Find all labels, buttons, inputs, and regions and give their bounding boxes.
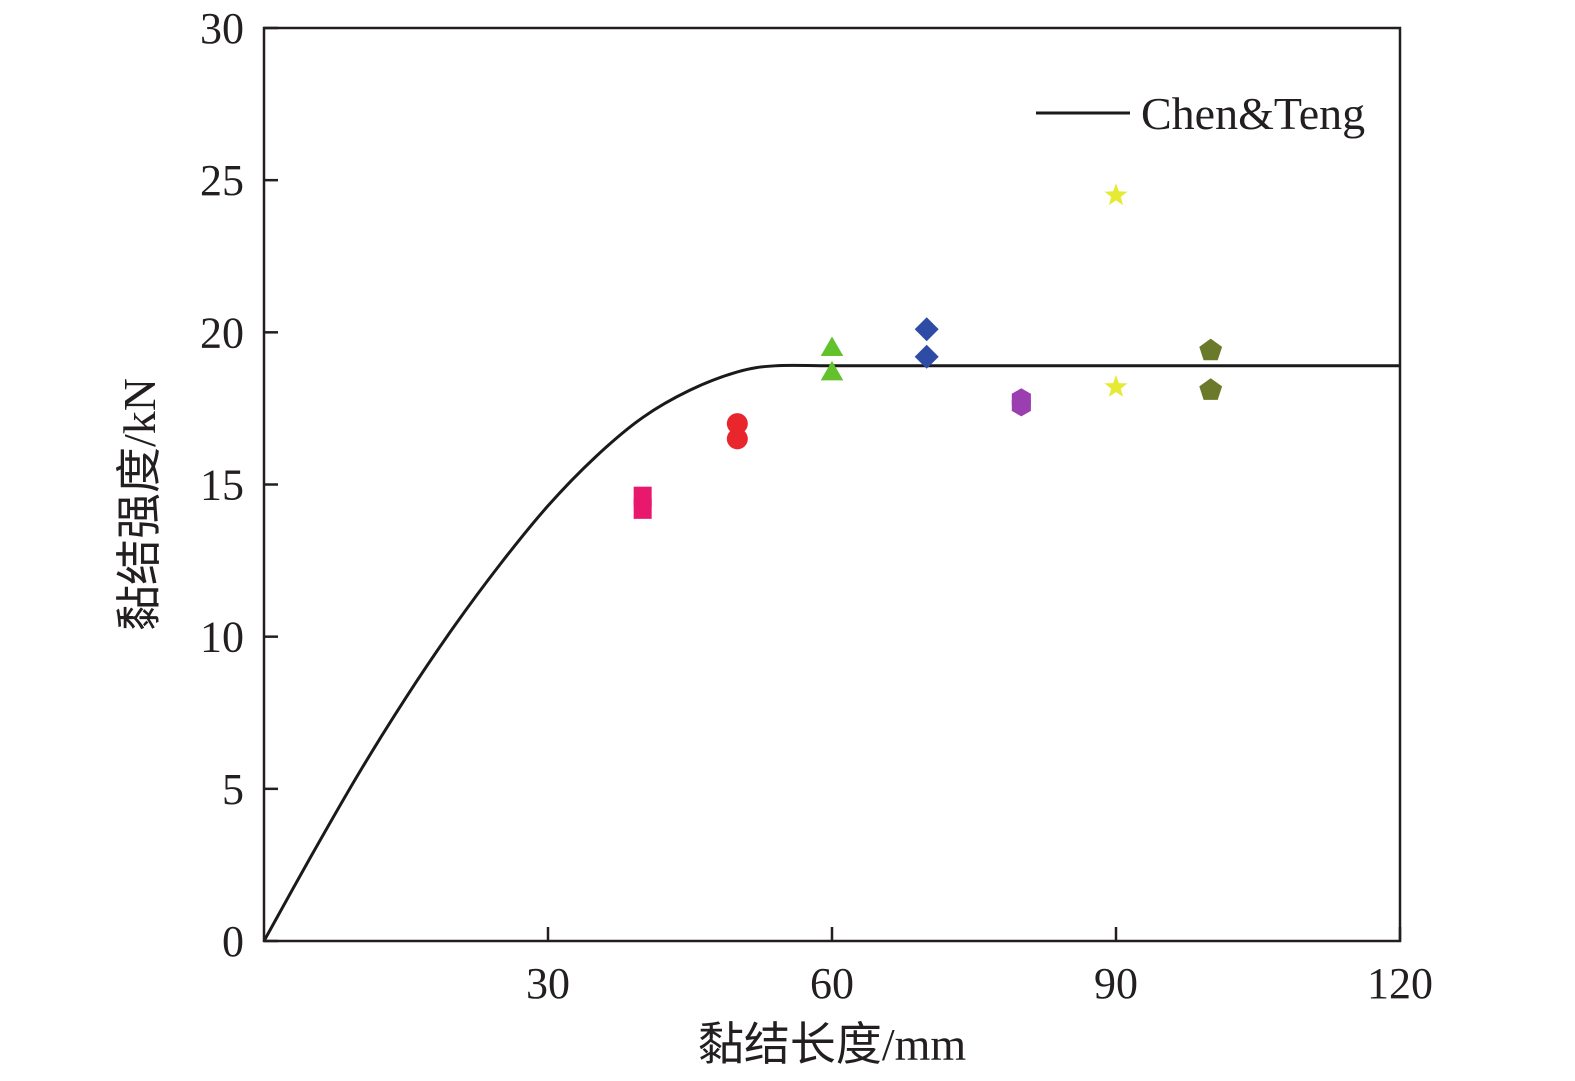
x-tick-label: 90 (1094, 959, 1138, 1008)
data-point-pentagon (1199, 378, 1223, 400)
y-tick-label: 15 (200, 461, 244, 510)
data-point-diamond (914, 317, 939, 342)
y-tick-label: 30 (200, 4, 244, 53)
x-axis-title: 黏结长度/mm (698, 1019, 967, 1070)
y-axis-title: 黏结强度/kN (114, 378, 165, 631)
y-tick-label: 10 (200, 613, 244, 662)
data-point-diamond (914, 344, 939, 369)
series-line-chen-teng (262, 363, 1400, 942)
data-point-pentagon (1199, 338, 1223, 361)
legend-label-chen-teng: Chen&Teng (1141, 88, 1365, 139)
tick-layer: 30 60 90 120 0 5 10 15 20 25 30 (200, 4, 1433, 1008)
data-point-star (1104, 183, 1128, 206)
y-tick-label: 5 (222, 765, 244, 814)
data-point-circle (726, 413, 748, 435)
x-tick-label: 120 (1367, 959, 1433, 1008)
data-point-hexagon (1011, 394, 1031, 417)
x-tick-label: 30 (526, 959, 570, 1008)
legend: Chen&Teng (1036, 88, 1365, 139)
data-point-star (1104, 375, 1128, 397)
y-tick-label: 25 (200, 156, 244, 205)
point-layer (633, 183, 1223, 519)
curve-layer (262, 363, 1400, 942)
plot-frame (262, 26, 1402, 943)
y-tick-label: 20 (200, 308, 244, 357)
x-tick-label: 60 (810, 959, 854, 1008)
data-point-triangle (820, 336, 844, 356)
data-point-triangle (820, 360, 844, 381)
data-point-rect (633, 498, 652, 519)
data-point-circle (726, 428, 748, 450)
y-tick-label: 0 (222, 917, 244, 966)
